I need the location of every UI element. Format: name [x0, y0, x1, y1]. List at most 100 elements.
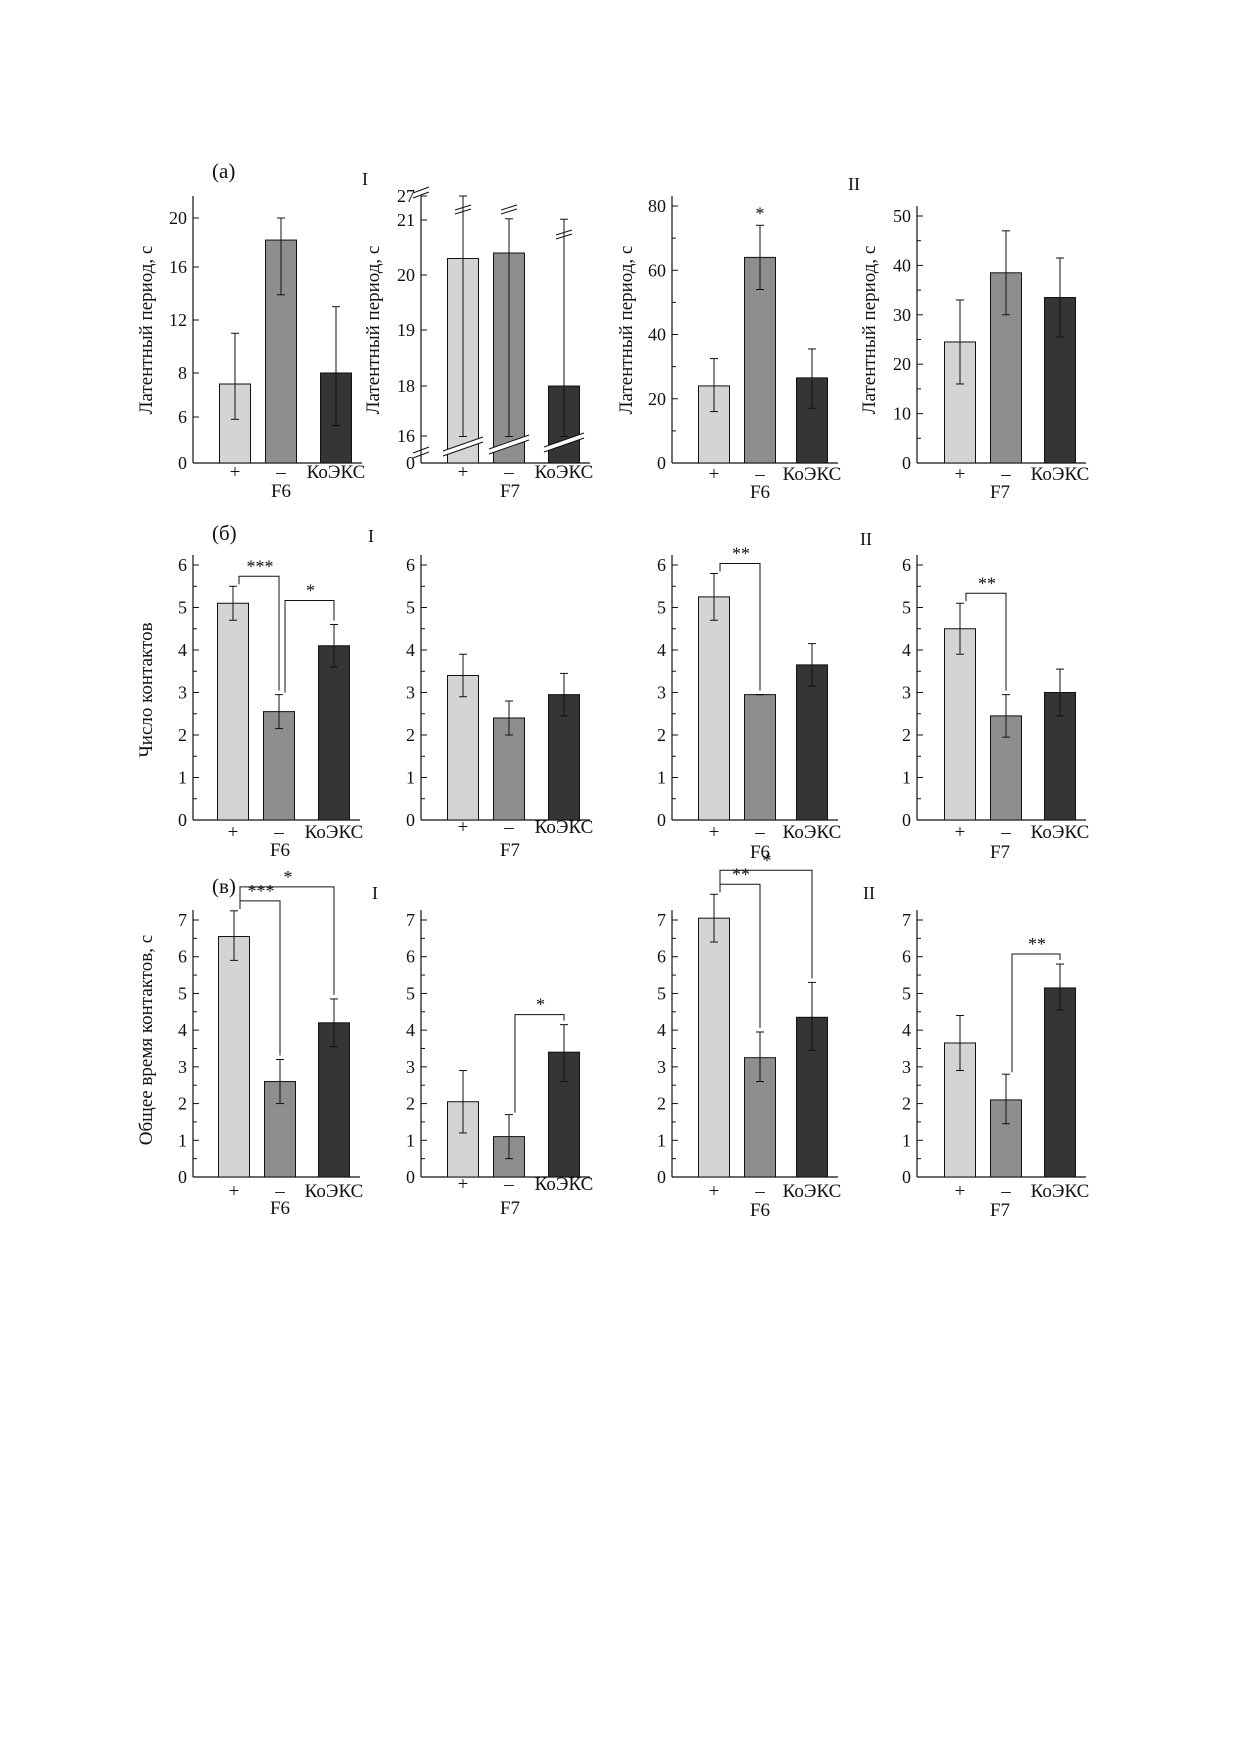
panel-10-tick-label: 0 — [657, 1167, 666, 1187]
panel-7-tick-label: 6 — [902, 555, 911, 575]
panel-1-y-axis-label: Латентный период, с — [363, 246, 384, 415]
panel-4-category-label-0: + — [228, 822, 239, 843]
panel-11-category-label-2: КоЭКС — [1031, 1181, 1090, 1202]
panel-0-tick-label: 8 — [178, 363, 187, 383]
panel-8-significance-label: * — [284, 867, 293, 887]
panel-11-tick-label: 2 — [902, 1094, 911, 1114]
panel-3-tick-label: 50 — [893, 206, 911, 226]
panel-11-tick-label: 3 — [902, 1057, 911, 1077]
panel-9-tick-label: 7 — [406, 910, 415, 930]
panel-11-significance-label: ** — [1028, 934, 1046, 954]
panel-8-tick-label: 4 — [178, 1020, 187, 1040]
panel-3-tick-label: 10 — [893, 404, 911, 424]
panel-6-tick-label: 0 — [657, 810, 666, 830]
panel-7-category-label-1: – — [1000, 822, 1011, 843]
panel-4-group-label: F6 — [270, 840, 290, 861]
panel-11-category-label-1: – — [1000, 1181, 1011, 1202]
row-label-b: (б) — [212, 521, 237, 545]
panel-5-category-label-2: КоЭКС — [535, 817, 594, 838]
panel-5-tick-label: 3 — [406, 683, 415, 703]
panel-1-error-break-mark — [555, 233, 573, 240]
panel-1-group-label: F7 — [500, 481, 520, 502]
panel-1-axis-break-mark — [412, 191, 430, 199]
panel-9-category-label-2: КоЭКС — [535, 1174, 594, 1195]
panel-11-bar-2 — [1044, 987, 1076, 1178]
section-label-II-row-b: II — [860, 529, 872, 549]
panel-6-tick-label: 3 — [657, 683, 666, 703]
panel-8-bar-0 — [218, 936, 250, 1178]
panel-2-tick-label: 80 — [648, 196, 666, 216]
panel-9-category-label-1: – — [503, 1174, 514, 1195]
panel-4-significance-label: *** — [247, 556, 274, 576]
panel-0-group-label: F6 — [271, 481, 291, 502]
panel-3-category-label-0: + — [955, 464, 966, 485]
panel-2-category-label-0: + — [709, 464, 720, 485]
panel-5-category-label-0: + — [458, 817, 469, 838]
panel-6-category-label-2: КоЭКС — [783, 822, 842, 843]
panel-6-tick-label: 1 — [657, 768, 666, 788]
panel-6-significance-label: ** — [732, 544, 750, 564]
panel-1-error-break-mark — [555, 229, 573, 236]
panel-10-tick-label: 5 — [657, 983, 666, 1003]
panel-2-group-label: F6 — [750, 482, 770, 503]
panel-2-y-axis-label: Латентный период, с — [616, 246, 637, 415]
panel-1-bar-break-gap — [544, 433, 584, 452]
panel-9-tick-label: 6 — [406, 947, 415, 967]
panel-8-tick-label: 6 — [178, 947, 187, 967]
panel-5-tick-label: 0 — [406, 810, 415, 830]
panel-7-category-label-2: КоЭКС — [1031, 822, 1090, 843]
panel-11-tick-label: 5 — [902, 983, 911, 1003]
panel-4-bar-0 — [217, 602, 249, 821]
panel-10-category-label-1: – — [754, 1181, 765, 1202]
panel-6-category-label-0: + — [709, 822, 720, 843]
panel-4-bar-1 — [263, 711, 295, 821]
panel-5-category-label-1: – — [503, 817, 514, 838]
panel-4-tick-label: 6 — [178, 555, 187, 575]
panel-0-tick-label: 0 — [178, 453, 187, 473]
panel-1-tick-label: 27 — [397, 186, 415, 206]
panel-7-tick-label: 4 — [902, 640, 911, 660]
panel-0-tick-label: 20 — [169, 208, 187, 228]
panel-1-bar-break-line — [442, 441, 484, 457]
panel-1-bar-break-gap — [443, 437, 483, 456]
panel-1-category-label-1: – — [503, 462, 514, 483]
panel-10-tick-label: 2 — [657, 1094, 666, 1114]
panel-7-bar-0 — [944, 628, 976, 821]
panel-7-tick-label: 0 — [902, 810, 911, 830]
panel-1-category-label-2: КоЭКС — [535, 462, 594, 483]
panel-3-group-label: F7 — [990, 482, 1010, 503]
panel-11-group-label: F7 — [990, 1200, 1010, 1221]
panel-0-tick-label: 6 — [178, 407, 187, 427]
panel-3-tick-label: 0 — [902, 453, 911, 473]
panel-7-category-label-0: + — [955, 822, 966, 843]
panel-3-tick-label: 30 — [893, 305, 911, 325]
panel-10-tick-label: 7 — [657, 910, 666, 930]
panel-3-category-label-2: КоЭКС — [1031, 464, 1090, 485]
panel-1-tick-label: 16 — [397, 426, 415, 446]
panel-8-tick-label: 5 — [178, 983, 187, 1003]
panel-1-error-break-mark — [500, 204, 518, 211]
panel-8-category-label-1: – — [274, 1181, 285, 1202]
panel-1-bar-break-line — [488, 439, 530, 455]
panel-5-bar-0 — [447, 675, 479, 821]
panel-9-tick-label: 0 — [406, 1167, 415, 1187]
section-label-II-row-c: II — [863, 883, 875, 903]
panel-6-significance-bracket — [719, 563, 761, 691]
panel-5-tick-label: 6 — [406, 555, 415, 575]
section-label-II-row-a: II — [848, 174, 860, 194]
panel-11-tick-label: 0 — [902, 1167, 911, 1187]
panel-1-bar-break-line — [442, 436, 484, 452]
panel-4-tick-label: 3 — [178, 683, 187, 703]
panel-2-category-label-2: КоЭКС — [783, 464, 842, 485]
panel-8-tick-label: 7 — [178, 910, 187, 930]
panel-0-tick-label: 12 — [169, 310, 187, 330]
panel-11-significance-bracket — [1011, 953, 1061, 1073]
panel-9-tick-label: 3 — [406, 1057, 415, 1077]
section-label-I-row-a: I — [362, 169, 368, 189]
panel-7-significance-bracket — [965, 592, 1007, 691]
panel-9-category-label-0: + — [458, 1174, 469, 1195]
panel-4-significance-bracket — [284, 600, 335, 693]
panel-6-bar-2 — [796, 664, 828, 821]
